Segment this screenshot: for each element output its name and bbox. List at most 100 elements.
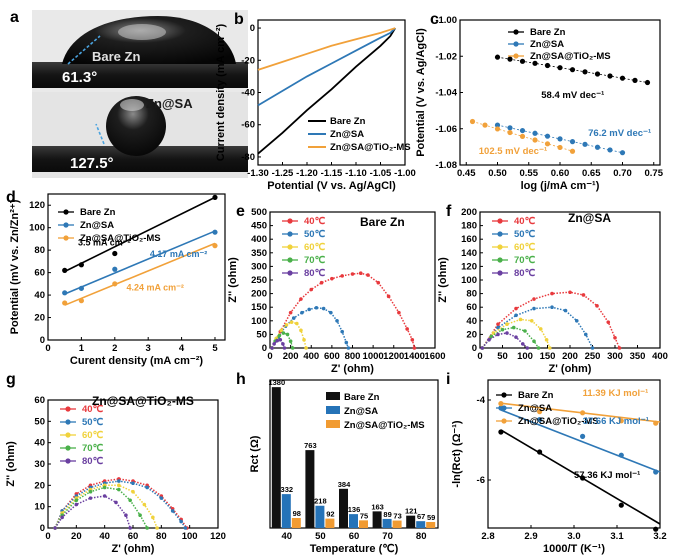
data-point xyxy=(285,332,290,337)
legend-marker xyxy=(65,406,71,412)
bar xyxy=(325,518,335,528)
data-point xyxy=(183,526,188,530)
data-point xyxy=(112,250,118,257)
data-point xyxy=(607,147,613,153)
data-point xyxy=(537,417,543,423)
data-point xyxy=(617,346,622,350)
data-point xyxy=(574,319,579,323)
x-tick-label: 0.70 xyxy=(613,168,632,179)
bar-label: 136 xyxy=(348,505,361,514)
panel-d: 0 1 2 3 4 5 0 20 40 60 80 100 120 Curent density (mA … xyxy=(6,189,226,367)
data-point xyxy=(319,280,324,285)
y-tick-label: -6 xyxy=(477,475,485,486)
y-tick-label: 40 xyxy=(34,438,45,449)
y-tick-label: 80 xyxy=(466,289,477,300)
legend-label: Zn@SA xyxy=(530,39,564,50)
data-point xyxy=(583,332,588,337)
data-point xyxy=(653,420,659,426)
data-point xyxy=(489,334,494,339)
data-point xyxy=(480,346,485,350)
data-point xyxy=(523,329,527,333)
legend-label: 70℃ xyxy=(82,443,104,454)
data-point xyxy=(594,144,601,150)
legend-label: Zn@SA@TiO₂-MS xyxy=(530,51,611,62)
data-point xyxy=(544,62,551,69)
data-point xyxy=(290,346,295,350)
x-axis-label: Z' (ohm) xyxy=(549,363,592,375)
data-point xyxy=(581,293,586,297)
series-line xyxy=(257,27,396,155)
data-point xyxy=(569,148,576,154)
data-point xyxy=(102,494,107,498)
bar-label: 59 xyxy=(427,513,435,522)
data-point xyxy=(78,262,84,268)
data-point xyxy=(282,346,287,350)
legend-marker xyxy=(497,270,503,276)
x-tick-label: 2.9 xyxy=(524,531,537,542)
bar xyxy=(291,517,301,528)
legend-label: Zn@SA xyxy=(80,220,114,231)
panel-c: 0.45 0.50 0.55 0.60 0.65 0.70 0.75 -1.08 -1.06 -1… xyxy=(415,11,664,192)
y-tick-label: 250 xyxy=(251,275,267,286)
panel-letter: c xyxy=(430,11,439,28)
data-point xyxy=(350,272,355,276)
droplet xyxy=(62,16,236,64)
x-tick-label: 150 xyxy=(540,351,556,362)
x-tick-label: 60 xyxy=(349,531,360,542)
data-point xyxy=(309,287,314,292)
data-point xyxy=(155,526,159,530)
panel-letter: d xyxy=(6,189,16,206)
x-tick-label: 40 xyxy=(99,531,110,542)
angle-tangent-line xyxy=(95,123,105,145)
plot-frame xyxy=(479,211,661,349)
y-tick-label: -4 xyxy=(477,395,486,406)
data-point xyxy=(340,329,344,334)
legend-marker xyxy=(65,458,71,464)
y-tick-label: 140 xyxy=(461,248,477,259)
data-point xyxy=(112,281,118,287)
x-tick-label: 1000 xyxy=(363,351,384,362)
data-point xyxy=(405,327,409,331)
bar xyxy=(305,450,315,528)
y-tick-label: 20 xyxy=(466,329,477,340)
legend-marker xyxy=(65,432,71,438)
data-point xyxy=(532,130,538,136)
data-point xyxy=(606,320,611,324)
y-tick-label: -60 xyxy=(241,120,255,131)
bar xyxy=(271,387,281,528)
fit-line xyxy=(64,196,216,273)
data-point xyxy=(496,322,500,327)
legend-marker xyxy=(513,29,519,35)
plot-frame xyxy=(47,399,219,529)
x-tick-label: 80 xyxy=(156,531,167,542)
bar xyxy=(416,521,426,528)
legend-marker xyxy=(287,257,293,263)
bar-label: 92 xyxy=(326,510,334,519)
x-tick-label: 70 xyxy=(382,531,393,542)
energy-annotation: 11.39 KJ mol⁻¹ xyxy=(583,388,649,399)
data-point xyxy=(291,316,296,320)
bar-label: 98 xyxy=(293,509,301,518)
y-tick-label: 200 xyxy=(251,289,267,300)
x-axis-label: Curent density (mA cm⁻²) xyxy=(70,355,203,367)
legend-label: 40℃ xyxy=(514,216,536,227)
fit-line xyxy=(64,230,216,295)
data-point xyxy=(88,496,93,500)
panel-letter: h xyxy=(236,371,246,388)
data-point xyxy=(300,310,304,315)
y-tick-label: 160 xyxy=(461,234,477,245)
x-tick-label: 0.75 xyxy=(645,168,664,179)
legend-label: 80℃ xyxy=(304,268,326,279)
y-tick-label: -20 xyxy=(241,55,255,66)
x-tick-label: 50 xyxy=(315,531,326,542)
legend-marker xyxy=(501,392,507,398)
legend-label: Zn@SA@TiO₂-MS xyxy=(80,233,161,244)
y-tick-label: 10 xyxy=(34,502,45,513)
legend-label: 60℃ xyxy=(82,430,104,441)
data-point xyxy=(366,273,370,277)
data-point xyxy=(580,410,586,416)
data-point xyxy=(619,75,626,81)
y-tick-label: 30 xyxy=(34,459,45,470)
panel-a: a Bare Zn 61.3° Zn@SA 127.5° xyxy=(10,9,248,178)
